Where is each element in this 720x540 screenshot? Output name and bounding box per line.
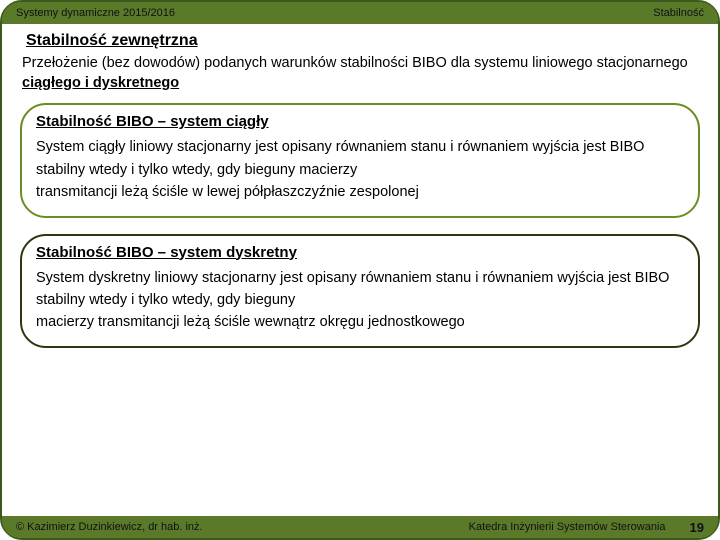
box1-line1: System ciągły liniowy stacjonarny jest o… xyxy=(36,136,684,181)
slide-frame: Systemy dynamiczne 2015/2016 Stabilność … xyxy=(0,0,720,540)
box1-title: Stabilność BIBO – system ciągły xyxy=(36,113,684,130)
box2-body: System dyskretny liniowy stacjonarny jes… xyxy=(36,267,684,334)
intro-text: Przełożenie (bez dowodów) podanych warun… xyxy=(20,54,700,93)
intro-pre: Przełożenie (bez dowodów) podanych warun… xyxy=(22,55,688,71)
box-discrete: Stabilność BIBO – system dyskretny Syste… xyxy=(20,234,700,348)
content-area: Stabilność zewnętrzna Przełożenie (bez d… xyxy=(12,28,708,512)
intro-underline: ciągłego i dyskretnego xyxy=(22,75,179,91)
footer-right: Katedra Inżynierii Systemów Sterowania 1… xyxy=(469,520,704,535)
header-left: Systemy dynamiczne 2015/2016 xyxy=(16,7,175,19)
box-continuous: Stabilność BIBO – system ciągły System c… xyxy=(20,103,700,217)
header-right: Stabilność xyxy=(653,7,704,19)
box2-line2: macierzy transmitancji leżą ściśle wewną… xyxy=(36,311,684,333)
slide-title: Stabilność zewnętrzna xyxy=(26,32,700,50)
header-bar: Systemy dynamiczne 2015/2016 Stabilność xyxy=(2,2,718,24)
box2-line1: System dyskretny liniowy stacjonarny jes… xyxy=(36,267,684,312)
page-number: 19 xyxy=(690,520,704,535)
footer-center: Katedra Inżynierii Systemów Sterowania xyxy=(469,521,666,533)
footer-left: © Kazimierz Duzinkiewicz, dr hab. inż. xyxy=(16,521,203,533)
box1-line2: transmitancji leżą ściśle w lewej półpła… xyxy=(36,181,684,203)
box1-body: System ciągły liniowy stacjonarny jest o… xyxy=(36,136,684,203)
box2-title: Stabilność BIBO – system dyskretny xyxy=(36,244,684,261)
footer-bar: © Kazimierz Duzinkiewicz, dr hab. inż. K… xyxy=(2,516,718,538)
